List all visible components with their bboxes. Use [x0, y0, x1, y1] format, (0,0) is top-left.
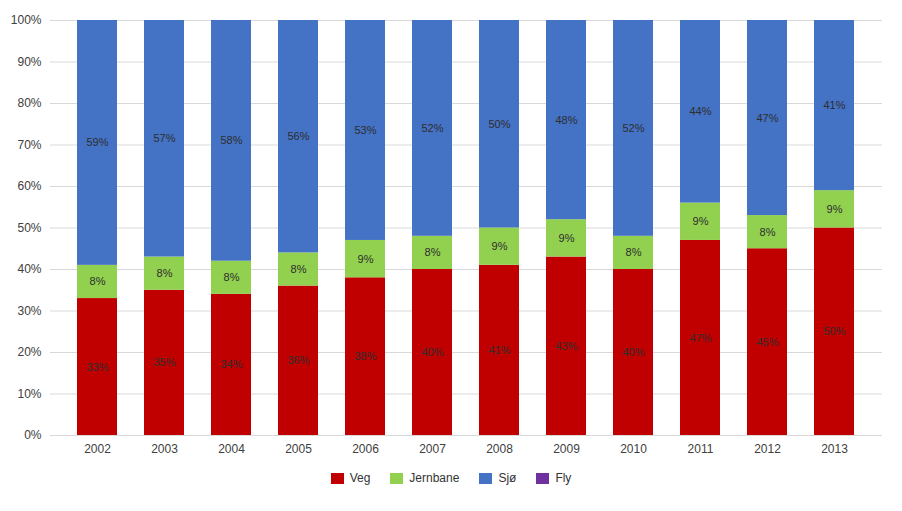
svg-text:33%: 33%	[86, 361, 108, 373]
svg-text:2002: 2002	[84, 442, 111, 456]
svg-text:36%: 36%	[287, 354, 309, 366]
svg-text:9%: 9%	[358, 253, 374, 265]
svg-text:8%: 8%	[157, 267, 173, 279]
svg-text:40%: 40%	[622, 346, 644, 358]
svg-text:52%: 52%	[622, 122, 644, 134]
svg-text:2009: 2009	[553, 442, 580, 456]
html-text:Veg: Veg	[349, 471, 371, 485]
svg-text:2007: 2007	[419, 442, 446, 456]
svg-text:9%: 9%	[693, 215, 709, 227]
svg-text:47%: 47%	[756, 112, 778, 124]
svg-text:2006: 2006	[352, 442, 379, 456]
svg-text:9%: 9%	[827, 203, 843, 215]
svg-text:30%: 30%	[17, 304, 41, 318]
svg-text:2004: 2004	[218, 442, 245, 456]
svg-text:45%: 45%	[756, 336, 778, 348]
svg-text:47%: 47%	[689, 331, 711, 343]
svg-text:2005: 2005	[285, 442, 312, 456]
svg-text:8%: 8%	[626, 246, 642, 258]
svg-text:59%: 59%	[86, 136, 108, 148]
svg-text:9%: 9%	[492, 240, 508, 252]
svg-text:50%: 50%	[488, 118, 510, 130]
svg-text:8%: 8%	[760, 226, 776, 238]
svg-text:43%: 43%	[555, 340, 577, 352]
svg-text:40%: 40%	[17, 262, 41, 276]
svg-text:9%: 9%	[559, 232, 575, 244]
svg-text:2011: 2011	[688, 442, 714, 456]
svg-text:20%: 20%	[17, 345, 41, 359]
svg-text:8%: 8%	[291, 263, 307, 275]
svg-text:35%: 35%	[153, 356, 175, 368]
svg-text:90%: 90%	[17, 55, 41, 69]
svg-text:70%: 70%	[17, 138, 41, 152]
svg-text:10%: 10%	[17, 387, 41, 401]
svg-text:41%: 41%	[823, 99, 845, 111]
html-text:Sjø: Sjø	[498, 471, 517, 485]
svg-text:60%: 60%	[17, 179, 41, 193]
svg-text:41%: 41%	[488, 344, 510, 356]
svg-text:56%: 56%	[287, 130, 309, 142]
svg-text:8%: 8%	[224, 271, 240, 283]
svg-text:2013: 2013	[821, 442, 848, 456]
svg-text:44%: 44%	[689, 105, 711, 117]
svg-text:50%: 50%	[823, 325, 845, 337]
svg-text:57%: 57%	[153, 132, 175, 144]
svg-text:48%: 48%	[555, 114, 577, 126]
svg-text:2012: 2012	[754, 442, 781, 456]
svg-text:58%: 58%	[220, 134, 242, 146]
svg-text:80%: 80%	[17, 96, 41, 110]
svg-text:8%: 8%	[425, 246, 441, 258]
svg-text:100%: 100%	[11, 13, 42, 27]
svg-text:38%: 38%	[354, 350, 376, 362]
svg-text:40%: 40%	[421, 346, 443, 358]
svg-text:52%: 52%	[421, 122, 443, 134]
svg-text:34%: 34%	[220, 358, 242, 370]
svg-text:50%: 50%	[17, 221, 41, 235]
html-text:Fly: Fly	[555, 471, 572, 485]
svg-text:53%: 53%	[354, 124, 376, 136]
html-text:Jernbane: Jernbane	[409, 471, 460, 485]
svg-text:2008: 2008	[486, 442, 513, 456]
svg-text:0%: 0%	[24, 428, 42, 442]
svg-text:8%: 8%	[90, 275, 106, 287]
svg-text:2003: 2003	[151, 442, 178, 456]
svg-text:2010: 2010	[620, 442, 647, 456]
